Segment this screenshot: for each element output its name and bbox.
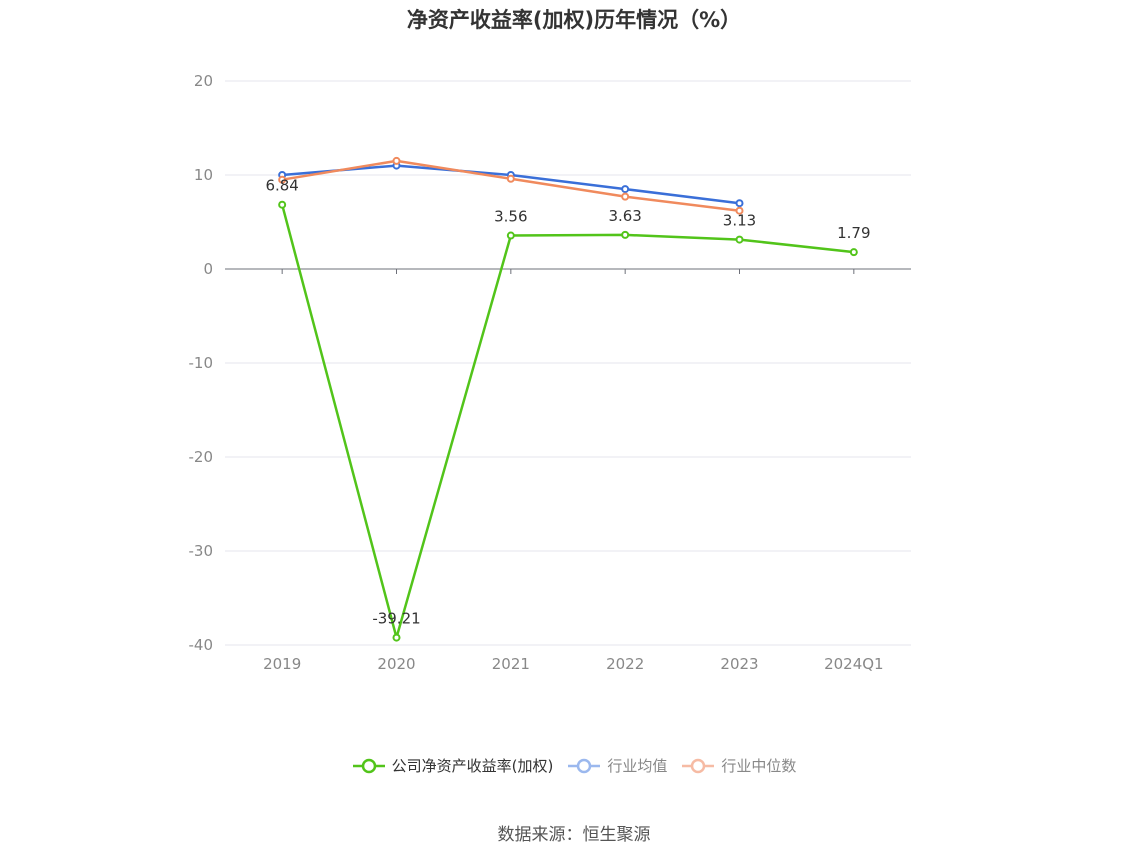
legend-label-industry-median: 行业中位数 [721,757,797,775]
x-tick-label: 2022 [606,655,644,673]
x-tick-label: 2023 [720,655,758,673]
legend-item-company[interactable]: 公司净资产收益率(加权) [352,755,554,776]
y-tick-label: 0 [203,260,213,278]
data-label: 3.63 [608,207,641,225]
data-point-2 [278,175,287,184]
y-axis-ticks: 20 10 0 -10 -20 -30 -40 [189,72,214,654]
y-tick-label: -30 [189,542,214,560]
legend-marker-icon [568,758,601,773]
y-tick-label: -10 [189,354,214,372]
y-tick-label: 10 [194,166,213,184]
data-label: 3.13 [723,212,756,230]
data-point-2 [621,192,630,201]
x-tick-label: 2020 [377,655,415,673]
x-axis: 2019 2020 2021 2022 2023 2024Q1 [225,268,911,673]
data-point-2 [735,206,744,215]
legend-marker-icon [682,758,715,773]
data-point-0 [735,235,744,244]
x-tick-label: 2021 [492,655,530,673]
data-point-0 [506,231,515,240]
data-label: 6.84 [265,177,298,195]
data-source: 数据来源：恒生聚源 [497,825,651,845]
legend-item-industry-median[interactable]: 行业中位数 [681,755,796,776]
series-line-0 [280,204,854,639]
grid-lines [225,80,911,646]
data-label: 3.56 [494,208,527,226]
x-tick-label: 2024Q1 [824,655,884,673]
data-point-1 [621,185,630,194]
data-point-0 [278,200,287,209]
series-points [278,156,858,642]
data-point-1 [735,199,744,208]
y-tick-label: 20 [194,72,213,90]
y-tick-label: -20 [189,448,214,466]
legend-marker-icon [352,758,385,773]
series-lines [280,159,854,639]
x-tick-label: 2019 [263,655,301,673]
chart-title: 净资产收益率(加权)历年情况（%） [406,8,742,32]
legend-label-company: 公司净资产收益率(加权) [391,757,554,775]
y-tick-label: -40 [189,636,214,654]
legend-label-industry-mean: 行业均值 [607,757,668,775]
data-label: 1.79 [837,224,870,242]
data-point-2 [506,174,515,183]
data-label: -39.21 [372,610,420,628]
data-point-0 [392,633,401,642]
data-labels: 6.84 -39.21 3.56 3.63 3.13 1.79 [265,177,870,628]
data-point-0 [621,230,630,239]
data-point-0 [849,248,858,257]
legend: 公司净资产收益率(加权) 行业均值 行业中位数 [0,755,1148,776]
legend-item-industry-mean[interactable]: 行业均值 [567,755,667,776]
data-point-2 [392,156,401,165]
series-line-2 [281,159,740,212]
